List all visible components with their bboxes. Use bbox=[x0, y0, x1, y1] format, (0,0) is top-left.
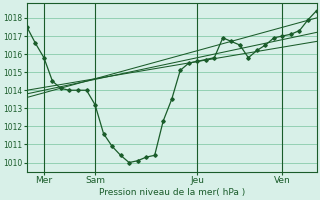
X-axis label: Pression niveau de la mer( hPa ): Pression niveau de la mer( hPa ) bbox=[99, 188, 245, 197]
